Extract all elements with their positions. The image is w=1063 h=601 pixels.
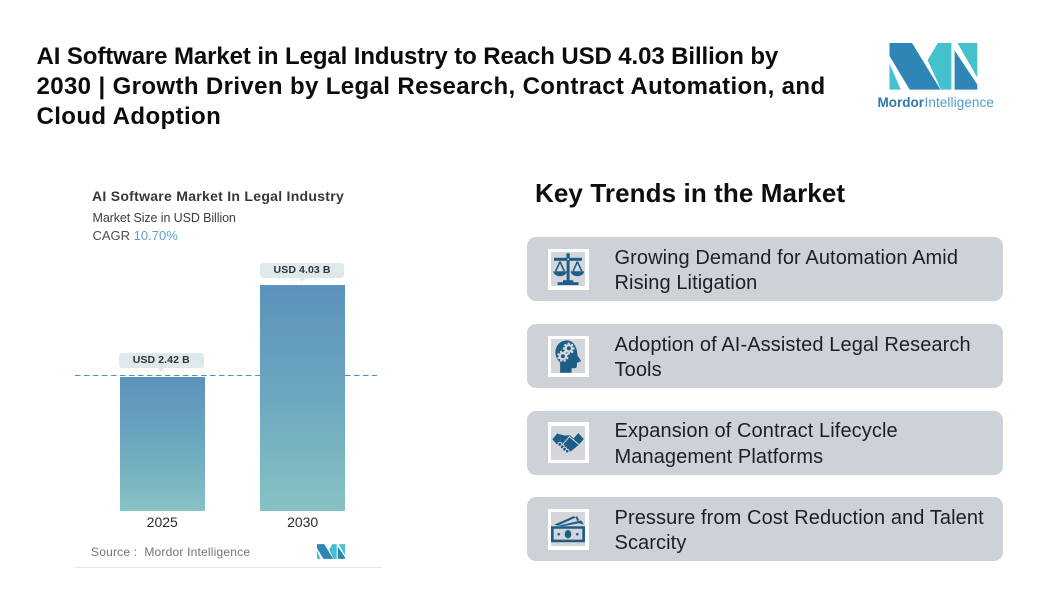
svg-text:Intelligence: Intelligence <box>925 95 995 110</box>
svg-text:Mordor: Mordor <box>878 95 925 110</box>
